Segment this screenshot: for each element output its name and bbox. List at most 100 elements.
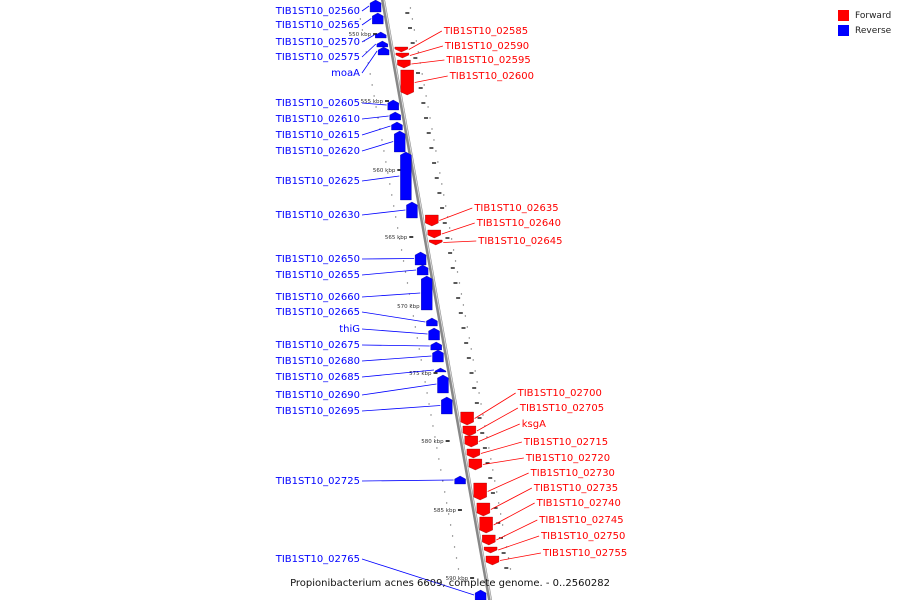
- forward-gene-block: [466, 448, 481, 459]
- reverse-gene-block: [434, 367, 447, 373]
- guide-dot-left: [361, 29, 364, 31]
- forward-gene-block: [483, 546, 498, 554]
- guide-dot-left: [432, 425, 434, 427]
- guide-dot-left: [406, 282, 409, 284]
- scale-label: 575 kbp: [409, 371, 432, 377]
- reverse-gene-label: TIB1ST10_02695: [275, 406, 360, 417]
- guide-dot-right: [498, 502, 500, 504]
- genome-axis: [380, 0, 493, 600]
- legend-forward-label: Forward: [855, 10, 892, 21]
- reverse-gene-leader: [361, 34, 375, 43]
- forward-gene-block: [485, 555, 500, 566]
- forward-gene-leader: [496, 519, 538, 541]
- reverse-gene-leader: [361, 209, 406, 216]
- guide-dot-right: [466, 326, 469, 328]
- forward-gene-leader: [411, 59, 445, 65]
- reverse-gene-leader: [361, 125, 391, 136]
- reverse-gene-label: thiG: [339, 324, 360, 335]
- forward-gene-label: TIB1ST10_02730: [530, 468, 615, 479]
- guide-dot-right: [499, 513, 502, 515]
- reverse-gene-leader: [361, 355, 432, 362]
- guide-dot-right: [462, 304, 465, 306]
- scale-label: 570 kbp: [397, 304, 420, 310]
- guide-dot-left: [359, 18, 362, 20]
- guide-dot-right: [435, 150, 437, 152]
- guide-dot-right: [429, 117, 431, 119]
- guide-dot-right: [486, 436, 488, 438]
- guide-dot-left: [449, 524, 452, 526]
- guide-dot-left: [357, 7, 360, 9]
- guide-dot-left: [457, 568, 460, 570]
- reverse-gene-leader: [361, 479, 454, 482]
- forward-gene-leader: [478, 423, 520, 442]
- scale-label: 565 kbp: [385, 235, 408, 241]
- reverse-gene-label: TIB1ST10_02560: [275, 6, 360, 17]
- guide-dot-right: [480, 403, 482, 405]
- guide-dot-left: [389, 183, 391, 185]
- forward-gene-block: [482, 534, 496, 546]
- guide-dot-left: [442, 480, 444, 482]
- reverse-gene-block: [400, 151, 412, 201]
- reverse-gene-leader: [361, 328, 428, 335]
- reverse-gene-label: TIB1ST10_02680: [275, 356, 360, 367]
- forward-gene-label: TIB1ST10_02585: [443, 26, 528, 37]
- guide-dot-right: [441, 183, 443, 185]
- guide-dot-right: [458, 282, 461, 284]
- forward-gene-leader: [409, 45, 444, 56]
- reverse-gene-label: moaA: [331, 68, 360, 79]
- guide-dot-right: [496, 491, 498, 493]
- guide-dot-right: [413, 29, 416, 31]
- guide-dot-right: [501, 524, 504, 526]
- reverse-gene-block: [375, 31, 387, 39]
- guide-dot-right: [482, 414, 484, 416]
- forward-gene-leader: [443, 240, 477, 243]
- legend-forward: Forward: [838, 8, 891, 23]
- reverse-gene-label: TIB1ST10_02665: [275, 307, 360, 318]
- forward-gene-label: TIB1ST10_02755: [542, 548, 627, 559]
- guide-dot-right: [415, 40, 418, 42]
- guide-dot-left: [436, 447, 438, 449]
- reverse-gene-block: [426, 317, 438, 327]
- guide-dot-right: [427, 106, 429, 108]
- forward-gene-block: [473, 482, 487, 501]
- forward-gene-block: [479, 516, 493, 534]
- guide-dot-left: [398, 238, 401, 240]
- reverse-gene-label: TIB1ST10_02570: [275, 37, 360, 48]
- guide-dot-right: [474, 370, 476, 372]
- reverse-gene-label: TIB1ST10_02650: [275, 254, 360, 265]
- guide-dot-left: [416, 337, 418, 339]
- scale-label: 580 kbp: [421, 439, 444, 445]
- reverse-gene-leader: [361, 43, 377, 58]
- guide-dot-right: [494, 480, 496, 482]
- reverse-gene-leader: [361, 369, 435, 378]
- forward-gene-label: TIB1ST10_02750: [540, 531, 625, 542]
- guide-dot-left: [428, 403, 430, 405]
- reverse-gene-block: [376, 40, 388, 48]
- guide-dot-left: [434, 436, 436, 438]
- guide-dot-right: [450, 238, 453, 240]
- guide-dot-left: [438, 458, 440, 460]
- forward-gene-leader: [476, 407, 519, 432]
- reverse-gene-block: [432, 349, 444, 363]
- forward-gene-leader: [497, 535, 540, 551]
- guide-dot-left: [414, 326, 417, 328]
- forward-gene-label: TIB1ST10_02590: [444, 41, 529, 52]
- guide-dot-left: [381, 139, 383, 141]
- forward-gene-label: TIB1ST10_02745: [538, 515, 623, 526]
- reverse-gene-block: [421, 275, 433, 311]
- reverse-gene-leader: [361, 405, 441, 412]
- guide-dot-right: [490, 458, 492, 460]
- forward-gene-label: TIB1ST10_02740: [536, 498, 621, 509]
- forward-gene-label: TIB1ST10_02600: [449, 71, 534, 82]
- reverse-gene-label: TIB1ST10_02660: [275, 292, 360, 303]
- reverse-gene-block: [428, 327, 440, 341]
- forward-gene-leader: [493, 502, 535, 526]
- forward-gene-label: TIB1ST10_02635: [473, 203, 558, 214]
- forward-gene-block: [395, 52, 410, 59]
- reverse-gene-label: TIB1ST10_02675: [275, 340, 360, 351]
- forward-gene-label: TIB1ST10_02715: [523, 437, 608, 448]
- reverse-gene-block: [406, 201, 418, 219]
- guide-dot-left: [453, 546, 456, 548]
- guide-dot-right: [433, 139, 435, 141]
- guide-dot-right: [492, 469, 494, 471]
